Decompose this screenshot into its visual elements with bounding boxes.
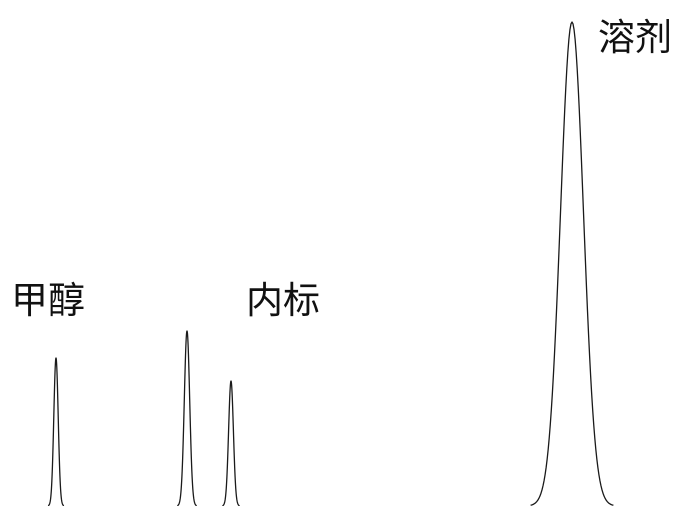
peaks-layer [47, 21, 614, 506]
peak-2 [176, 330, 198, 506]
label-solvent: 溶剂 [598, 16, 672, 59]
label-internal-standard: 内标 [246, 279, 320, 322]
peak-4 [530, 21, 614, 506]
peak-1 [47, 357, 65, 506]
peak-3 [221, 380, 241, 506]
label-methanol: 甲醇 [11, 279, 85, 322]
